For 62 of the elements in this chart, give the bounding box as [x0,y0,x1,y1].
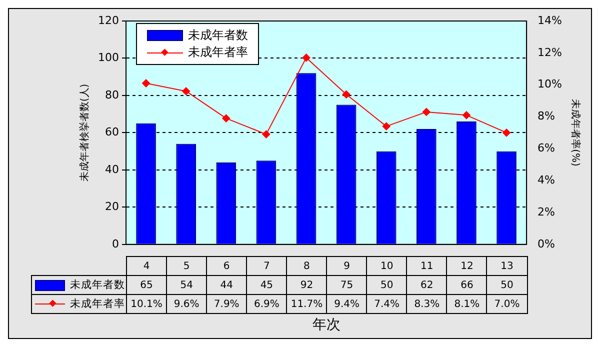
x-tick-label: 5 [166,256,208,276]
y-tick-label: 40 [104,162,119,176]
data-label: 8.1% [446,294,488,314]
text: 未成年者数 [70,279,125,291]
data-label: 66 [446,275,488,295]
point [502,128,511,137]
text: 未成年者率 [70,298,125,310]
data-label: 6.9% [246,294,288,314]
y2-tick-label: 4% [538,173,556,186]
data-label: 8.3% [406,294,448,314]
y-tick-label: 60 [104,126,119,139]
data-label: 75 [326,275,368,295]
y2-axis-title: 未成年者率(%) [569,99,582,166]
x-tick-label: 10 [366,256,408,276]
data-label: 92 [286,275,328,295]
y2-tick-label: 2% [538,205,556,218]
x-tick-label: 7 [246,256,288,276]
point [382,122,390,130]
data-label: 10.1% [126,294,168,314]
y2-tick-label: 8% [538,110,556,123]
point [262,130,270,138]
y-tick-label: 0 [112,237,119,250]
y2-tick-label: 12% [538,46,562,59]
x-tick-label: 8 [286,256,328,276]
data-label: 65 [126,275,168,295]
x-tick-label: 12 [446,256,488,276]
y2-tick-label: 14% [538,14,562,27]
point [302,54,310,62]
data-label: 62 [406,275,448,295]
point [422,108,430,116]
x-tick-label: 13 [486,256,528,276]
y-tick-label: 120 [98,14,119,27]
data-label: 44 [206,275,248,295]
data-label: 9.6% [166,294,208,314]
y2-tick-label: 10% [538,78,562,91]
y2-tick-label: 6% [538,142,556,155]
y-tick-label: 20 [104,200,119,214]
data-label: 50 [366,275,408,295]
data-label: 50 [486,275,528,295]
data-label: 11.7% [286,294,328,314]
y-tick-label: 80 [104,88,119,102]
y-axis-title: 未成年者検挙者数(人) [78,84,91,182]
data-label: 7.9% [206,294,248,314]
point [142,79,150,88]
data-label: 7.4% [366,294,408,314]
point [462,111,470,120]
legend-label: 未成年者数 [188,27,248,44]
x-tick-label: 11 [406,256,448,276]
x-tick-label: 6 [206,256,248,276]
point [222,114,230,122]
data-label: 7.0% [486,294,528,314]
x-tick-label: 9 [326,256,368,276]
point [182,87,190,96]
point [342,90,350,98]
y2-tick-label: 0% [538,237,556,250]
x-tick-label: 4 [126,256,168,276]
legend-label: 未成年者率 [188,44,248,61]
data-label: 54 [166,275,208,295]
data-label: 9.4% [326,294,368,314]
data-label: 45 [246,275,288,295]
y-tick-label: 100 [98,51,119,64]
x-axis-title: 年次 [311,316,342,334]
